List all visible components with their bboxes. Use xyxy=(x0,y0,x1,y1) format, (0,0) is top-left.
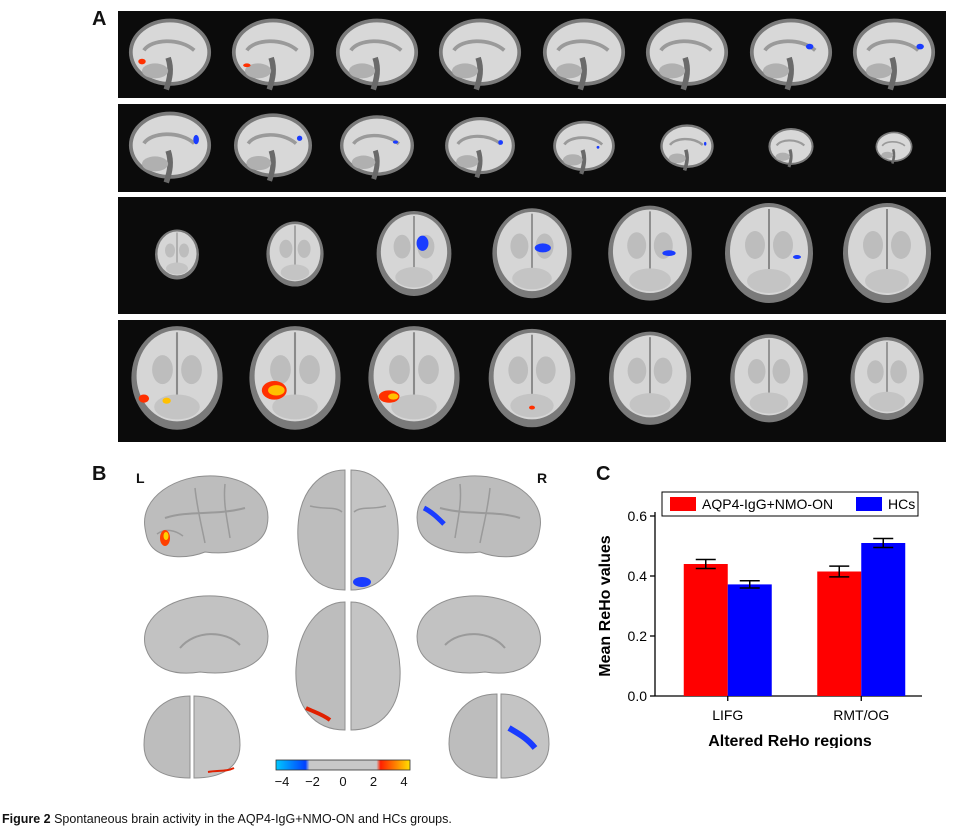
mri-slice xyxy=(729,334,808,423)
y-tick-label: 0.0 xyxy=(628,688,648,704)
x-tick-label: LIFG xyxy=(712,707,743,723)
left-medial-surface xyxy=(144,595,269,674)
mri-slice xyxy=(660,124,714,172)
colorbar-tick-label: −4 xyxy=(275,774,290,789)
y-tick-label: 0.6 xyxy=(628,508,648,524)
legend-swatch xyxy=(856,497,882,511)
mri-slice xyxy=(155,229,200,279)
colorbar: −4 −2 0 2 4 xyxy=(275,759,411,789)
mri-slice xyxy=(376,210,452,296)
mri-slice xyxy=(339,115,414,180)
sagittal-slices-row-2 xyxy=(118,104,946,192)
left-hemisphere-label: L xyxy=(136,470,145,486)
mri-slice xyxy=(608,205,693,301)
colorbar-tick-label: 0 xyxy=(339,774,346,789)
dorsal-surface xyxy=(297,469,399,591)
coronal-slices-row-2 xyxy=(118,320,946,442)
figure-caption: Figure 2 Spontaneous brain activity in t… xyxy=(2,812,452,826)
colorbar-tick-label: 2 xyxy=(370,774,377,789)
sagittal-slices-row-1 xyxy=(118,11,946,98)
bar xyxy=(727,584,772,696)
mri-slice xyxy=(542,18,625,90)
right-hemisphere-label: R xyxy=(537,470,548,486)
panel-b-label: B xyxy=(92,463,107,485)
reho-bar-chart: Mean ReHo values Altered ReHo regions 0.… xyxy=(597,491,922,748)
ventral-surface xyxy=(295,601,401,731)
right-lateral-surface xyxy=(416,475,541,558)
mri-slice xyxy=(232,18,315,90)
caption-text: Spontaneous brain activity in the AQP4-I… xyxy=(50,812,452,826)
mri-slice xyxy=(853,18,936,90)
mri-slice xyxy=(749,18,832,90)
mri-slice xyxy=(850,337,924,420)
bar xyxy=(817,571,862,696)
mri-slice xyxy=(768,127,814,168)
mri-slice xyxy=(368,326,460,430)
x-axis-label: Altered ReHo regions xyxy=(708,733,872,748)
colorbar-tick-label: 4 xyxy=(400,774,407,789)
mri-slice xyxy=(488,328,576,428)
mri-slice xyxy=(439,18,522,90)
anterior-surface xyxy=(448,693,550,779)
mri-slice xyxy=(445,117,516,179)
mri-slice xyxy=(724,202,813,303)
mri-slice xyxy=(492,207,572,298)
panel-c-label: C xyxy=(596,463,611,485)
legend-label: AQP4-IgG+NMO-ON xyxy=(702,496,833,512)
mri-slice xyxy=(609,331,692,425)
y-axis-label: Mean ReHo values xyxy=(597,535,614,676)
coronal-slices-row-1 xyxy=(118,197,946,314)
y-tick-label: 0.4 xyxy=(628,568,648,584)
caption-label: Figure 2 xyxy=(2,812,51,826)
bar xyxy=(861,543,906,696)
mri-slice xyxy=(335,18,418,90)
colorbar-gradient xyxy=(275,759,411,771)
mri-slice xyxy=(234,113,313,182)
colorbar-tick-label: −2 xyxy=(305,774,320,789)
mri-slice xyxy=(128,111,211,184)
mri-slice xyxy=(875,131,913,164)
legend-label: HCs xyxy=(888,496,915,512)
mri-slice xyxy=(646,18,729,90)
legend-swatch xyxy=(670,497,696,511)
posterior-surface xyxy=(143,695,241,779)
mri-slice xyxy=(552,120,615,175)
mri-slice xyxy=(842,202,931,303)
left-lateral-surface xyxy=(144,475,269,558)
bar xyxy=(683,564,728,696)
chart-legend: AQP4-IgG+NMO-ON HCs xyxy=(661,491,919,517)
x-tick-label: RMT/OG xyxy=(833,707,889,723)
mri-slice xyxy=(128,18,211,90)
mri-slice xyxy=(131,326,223,430)
panel-a-label: A xyxy=(92,8,107,30)
y-tick-label: 0.2 xyxy=(628,628,648,644)
mri-slice xyxy=(266,221,325,287)
mri-slice xyxy=(249,326,342,430)
right-medial-surface xyxy=(416,595,541,674)
